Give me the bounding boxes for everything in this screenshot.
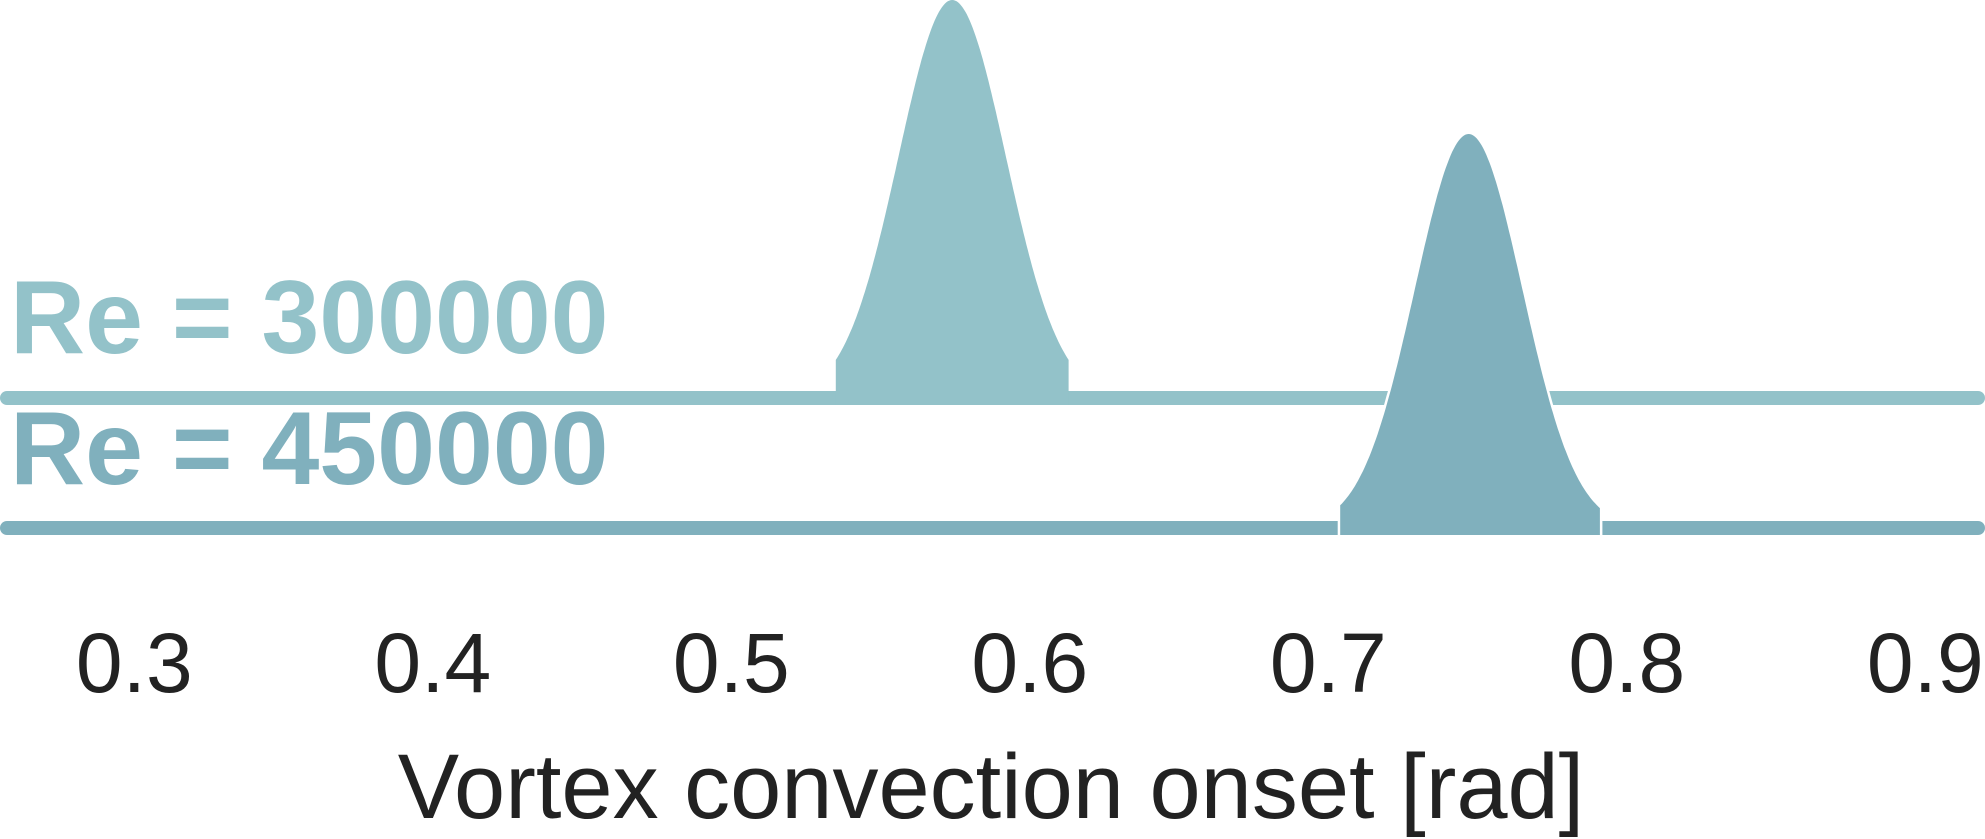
x-axis-tick-labels: 0.3 0.4 0.5 0.6 0.7 0.8 0.9 [76,616,1984,710]
x-tick-label: 0.5 [673,616,790,710]
x-axis-title: Vortex convection onset [rad] [398,736,1584,838]
ridges-group [0,0,1985,538]
ridge-re-450000 [0,131,1985,538]
x-tick-label: 0.4 [374,616,491,710]
series-labels-group: Re = 300000 Re = 450000 [10,260,609,507]
ridge-density-area [1337,131,1603,538]
x-tick-label: 0.3 [76,616,193,710]
series-label-re-450000: Re = 450000 [10,391,609,507]
x-tick-label: 0.8 [1568,616,1685,710]
x-tick-label: 0.7 [1270,616,1387,710]
ridge-density-area [835,0,1069,405]
ridge-re-300000 [0,0,1985,405]
x-tick-label: 0.9 [1867,616,1984,710]
x-tick-label: 0.6 [971,616,1088,710]
series-label-re-300000: Re = 300000 [10,260,609,376]
